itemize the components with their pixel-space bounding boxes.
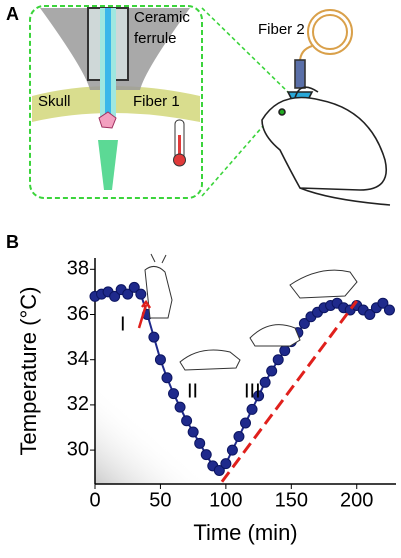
- data-point: [226, 444, 238, 456]
- data-point: [259, 376, 271, 388]
- y-tick-label: 32: [67, 393, 89, 415]
- x-tick-label: 0: [89, 489, 100, 511]
- data-point: [279, 345, 291, 357]
- data-point: [383, 304, 395, 316]
- fit-line: [220, 300, 358, 483]
- mouse-icon: [179, 349, 241, 371]
- mouse-diagram: Fiber 2: [201, 7, 391, 206]
- y-tick-label: 36: [67, 303, 89, 325]
- data-point: [181, 415, 193, 427]
- data-point: [233, 431, 245, 443]
- panel-label: A: [6, 4, 19, 24]
- label: Skull: [38, 93, 71, 110]
- x-tick-label: 150: [275, 489, 308, 511]
- y-tick-label: 30: [67, 438, 89, 460]
- mouse-icon: [289, 269, 358, 299]
- data-point: [109, 290, 121, 302]
- y-axis-label: Temperature (°C): [16, 287, 41, 456]
- data-point: [200, 449, 212, 461]
- label: Fiber 1: [133, 93, 180, 110]
- data-point: [174, 401, 186, 413]
- data-point: [128, 281, 140, 293]
- mouse-icon: [249, 324, 301, 347]
- label: ferrule: [134, 30, 177, 47]
- data-point: [187, 426, 199, 438]
- y-tick-label: 34: [67, 348, 89, 370]
- x-tick-label: 50: [149, 489, 171, 511]
- y-tick-label: 38: [67, 258, 89, 280]
- data-point: [161, 372, 173, 384]
- arrow: [137, 299, 152, 329]
- data-point: [246, 403, 258, 415]
- data-point: [122, 288, 134, 300]
- data-point: [154, 354, 166, 366]
- data-point: [253, 390, 265, 402]
- x-axis-label: Time (min): [193, 520, 297, 545]
- inset: Ceramic ferrule Skull Fiber 1: [29, 5, 203, 199]
- data-point: [298, 318, 310, 330]
- data-point: [194, 437, 206, 449]
- x-tick-label: 200: [340, 489, 373, 511]
- data-point: [377, 297, 389, 309]
- data-point: [148, 331, 160, 343]
- data-point: [213, 464, 225, 476]
- data-point: [240, 417, 251, 429]
- data-point: [266, 365, 278, 377]
- annotation: I: [120, 313, 126, 335]
- mouse-icon: [144, 253, 173, 319]
- x-tick-label: 100: [209, 489, 242, 511]
- data-point: [168, 388, 180, 400]
- panel-label: B: [6, 232, 19, 252]
- label: Fiber 2: [258, 21, 305, 38]
- annotation: II: [187, 380, 198, 402]
- data-point: [135, 288, 147, 300]
- annotation: III: [244, 380, 261, 402]
- data-point: [220, 458, 232, 470]
- data-point: [272, 354, 284, 366]
- label: Ceramic: [134, 9, 190, 26]
- data-point: [364, 309, 376, 320]
